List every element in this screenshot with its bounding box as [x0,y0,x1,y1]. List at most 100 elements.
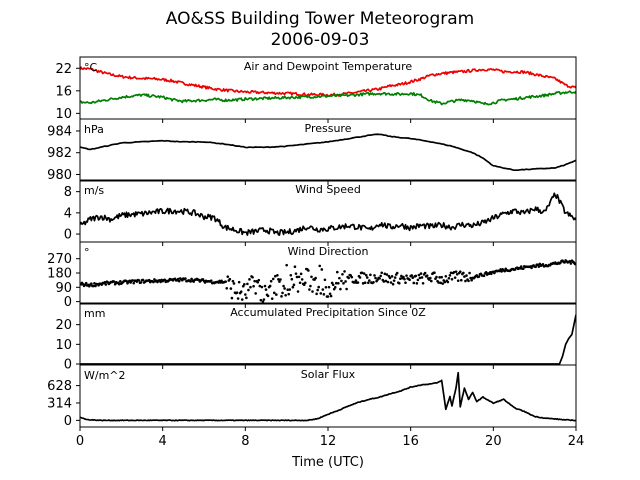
wind-direction-point [296,290,300,293]
wind-direction-point [125,279,128,283]
wind-direction-point [259,298,263,302]
wind-direction-point [256,280,260,284]
wind-direction-point [364,273,368,277]
wind-direction-point [522,267,525,270]
wind-direction-point [320,268,324,271]
wind-direction-point [414,274,418,278]
wind-direction-point [365,276,369,279]
wind-direction-point [311,290,314,293]
y-tick-label: 0 [64,228,72,243]
series-line-1 [80,371,576,422]
wind-direction-point [316,288,319,292]
wind-direction-point [408,278,411,282]
y-tick-label: 22 [55,62,72,77]
y-tick-label: 628 [47,379,72,394]
figure-title: AO&SS Building Tower Meteorogram [166,9,474,29]
wind-direction-point [338,276,341,280]
wind-direction-point [159,280,162,284]
y-tick-label: 10 [55,107,72,122]
wind-direction-point [131,279,134,282]
wind-direction-point [460,278,463,282]
x-axis-label: Time (UTC) [291,455,364,470]
panel-5: 0 10 20 mm Accumulated Precipitation Since 0… [55,302,577,373]
wind-direction-point [258,284,262,288]
wind-direction-point [251,275,254,279]
wind-direction-point [470,278,473,282]
wind-direction-point [344,280,347,283]
wind-direction-point [291,285,295,289]
wind-direction-point [297,275,301,279]
wind-direction-point [390,275,394,278]
panel-unit-label: ° [84,246,90,259]
wind-direction-point [378,277,381,280]
y-tick-label: 10 [55,338,72,353]
y-tick-label: 90 [55,281,72,296]
x-tick-label: 4 [159,434,167,449]
wind-direction-point [334,281,338,285]
wind-direction-point [147,278,151,282]
y-tick-label: 180 [47,267,72,282]
wind-direction-point [379,274,383,278]
wind-direction-point [405,274,408,277]
wind-direction-point [336,270,339,274]
y-tick-label: 20 [55,318,72,333]
wind-direction-point [224,280,227,283]
wind-direction-point [430,279,433,283]
wind-direction-point [454,270,458,273]
wind-direction-point [382,280,386,283]
panel-title: Wind Direction [288,245,369,258]
wind-direction-point [399,277,402,281]
wind-direction-point [400,274,403,278]
wind-direction-point [360,271,364,275]
wind-direction-point [440,275,443,279]
wind-direction-point [477,275,481,278]
wind-direction-point [337,282,340,285]
wind-direction-point [314,276,317,280]
figure-subtitle: 2006-09-03 [271,30,370,50]
wind-direction-point [268,284,272,288]
wind-direction-point [395,271,399,275]
wind-direction-point [189,280,192,283]
wind-direction-point [499,268,502,271]
wind-direction-point [398,281,401,285]
wind-direction-point [500,270,503,273]
wind-direction-point [295,275,299,279]
wind-direction-point [449,271,453,275]
wind-direction-point [418,276,422,280]
wind-direction-point [276,273,279,277]
wind-direction-point [482,274,486,278]
wind-direction-point [244,293,247,296]
wind-direction-point [263,284,267,288]
wind-direction-point [318,264,322,268]
panel-unit-label: W/m^2 [84,369,126,382]
wind-direction-point [541,263,545,266]
wind-direction-point [260,285,264,289]
wind-direction-point [463,275,466,278]
y-tick-label: 0 [64,295,72,310]
wind-direction-point [239,290,243,294]
wind-direction-point [309,284,312,288]
wind-direction-point [287,292,291,296]
wind-direction-point [384,279,388,283]
wind-direction-point [468,271,471,275]
wind-direction-point [435,275,438,279]
y-tick-label: 4 [64,206,72,221]
wind-direction-point [230,296,234,300]
wind-direction-point [438,276,441,279]
panel-3: 0 4 8 m/s Wind Speed [64,179,577,246]
wind-direction-point [271,277,275,281]
wind-direction-point [361,282,365,285]
wind-direction-point [458,270,462,274]
wind-direction-point [294,272,298,275]
wind-direction-point [293,265,297,269]
panel-1: 10 16 22 °C Air and Dewpoint Temperature [55,56,577,123]
panel-title: Air and Dewpoint Temperature [244,60,412,73]
wind-direction-point [391,282,395,286]
series-line-1 [80,192,576,236]
wind-direction-point [347,276,350,280]
wind-direction-point [132,281,136,285]
wind-direction-point [333,286,337,289]
wind-direction-point [288,288,292,291]
